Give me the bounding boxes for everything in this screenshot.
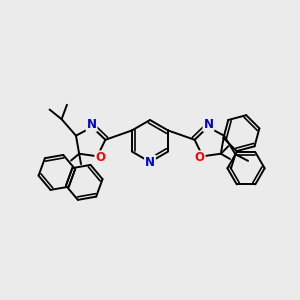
Text: N: N — [203, 118, 213, 131]
Text: O: O — [95, 151, 105, 164]
Text: N: N — [87, 118, 97, 131]
Text: O: O — [195, 151, 205, 164]
Text: N: N — [145, 155, 155, 169]
